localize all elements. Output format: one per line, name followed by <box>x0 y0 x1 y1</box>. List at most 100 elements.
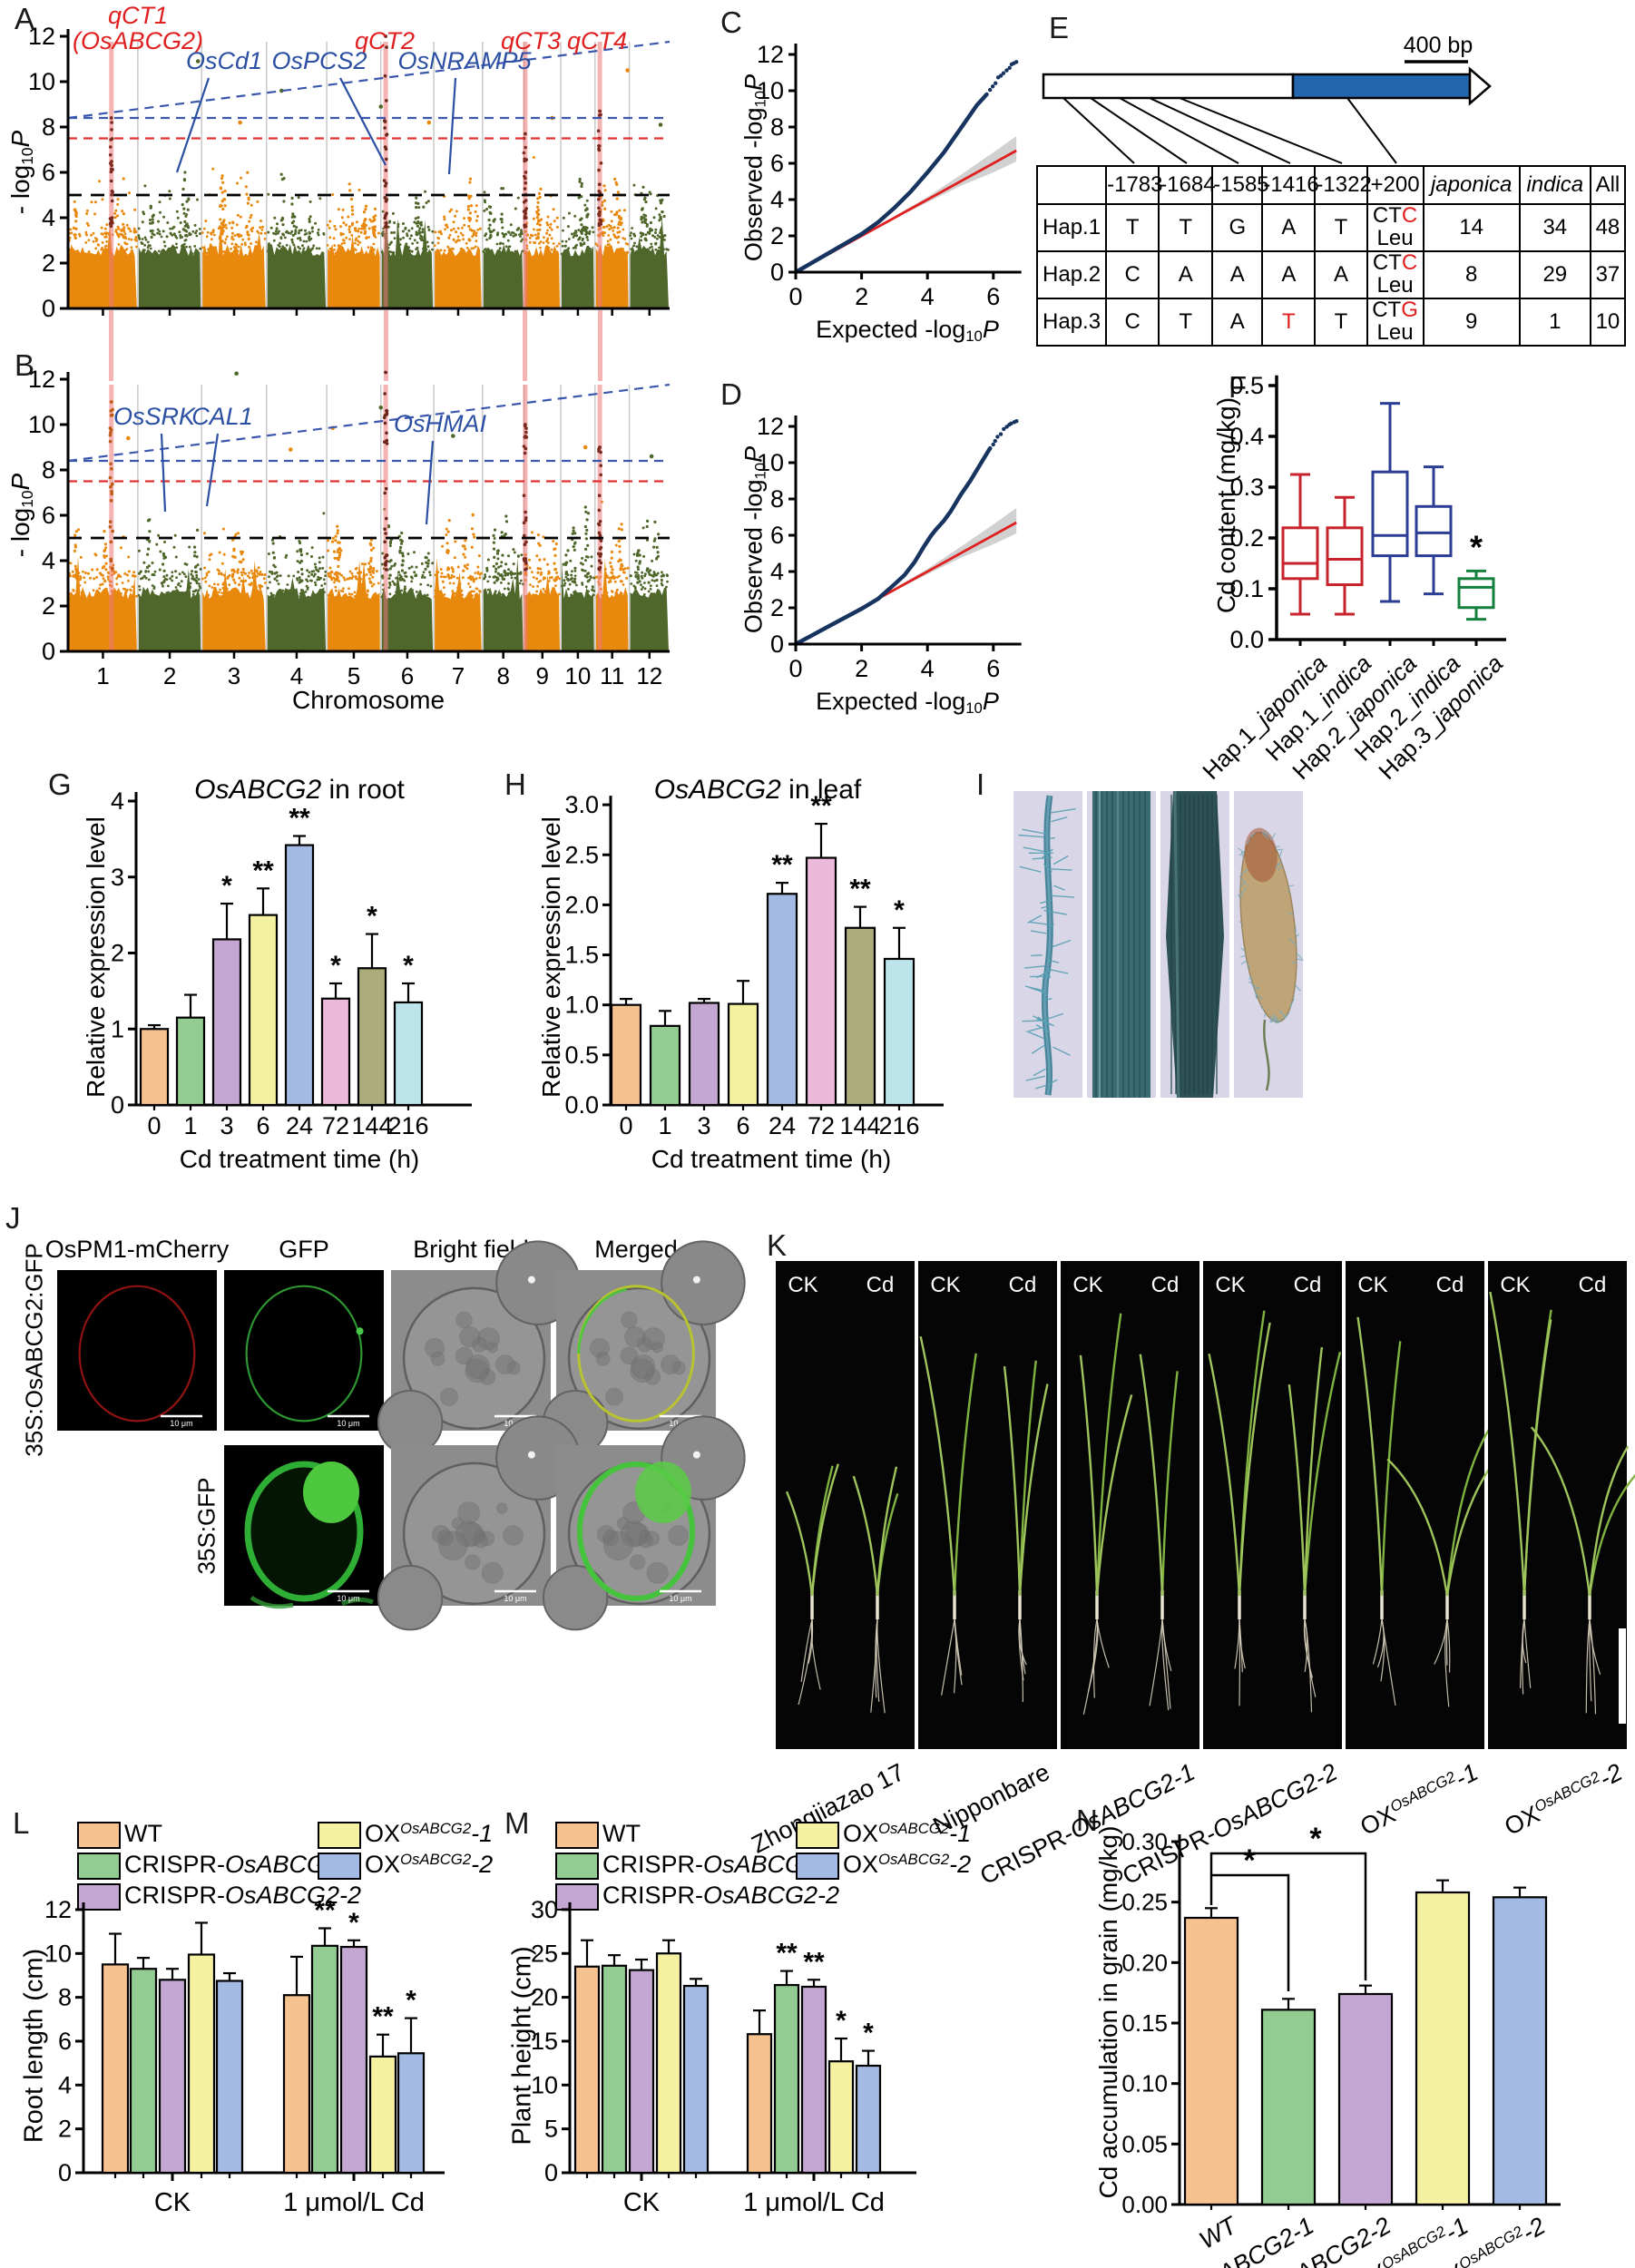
legend-swatch <box>77 1853 121 1880</box>
svg-text:*: * <box>894 895 905 925</box>
legend-label: CRISPR-OsABCG2-2 <box>602 1882 840 1909</box>
chart-g-title: OsABCG2 in root <box>194 775 405 805</box>
svg-text:24: 24 <box>286 1112 313 1139</box>
hap-snp-cell: A <box>1261 203 1317 252</box>
legend-label: OXOsABCG2-1 <box>843 1820 972 1848</box>
svg-text:24: 24 <box>769 1112 796 1139</box>
svg-text:CAL1: CAL1 <box>191 403 253 430</box>
svg-text:*: * <box>367 902 377 932</box>
hap-count-cell: 9 <box>1422 298 1521 347</box>
svg-text:10 μm: 10 μm <box>669 1594 691 1603</box>
micro-merged-2: 10 μm <box>542 1415 746 1631</box>
hap-count-cell: 34 <box>1518 203 1591 252</box>
svg-text:**: ** <box>776 1939 798 1969</box>
hap-snp-cell: A <box>1211 250 1264 299</box>
svg-text:3: 3 <box>111 864 124 891</box>
hap-table-header: indica <box>1518 165 1591 205</box>
chart-h-title: OsABCG2 in leaf <box>653 775 862 805</box>
svg-text:6: 6 <box>58 2028 72 2055</box>
svg-text:2.5: 2.5 <box>564 841 599 868</box>
hap-snp-cell: C <box>1105 298 1160 347</box>
svg-text:7: 7 <box>452 662 465 689</box>
svg-text:0: 0 <box>42 638 55 665</box>
ck-label: CK <box>1500 1273 1530 1297</box>
svg-text:3: 3 <box>220 1112 233 1139</box>
svg-text:11: 11 <box>600 662 624 689</box>
svg-text:5: 5 <box>544 2116 558 2143</box>
bar-chart-grain-cd: 0.00 0.05 0.10 0.15 0.20 0.25 0.30 * * <box>1121 1822 1561 2218</box>
svg-text:1: 1 <box>111 1015 124 1042</box>
svg-text:*: * <box>406 1986 416 2016</box>
svg-text:0.00: 0.00 <box>1121 2191 1168 2218</box>
svg-text:0: 0 <box>111 1091 124 1119</box>
svg-text:CK: CK <box>623 2188 661 2217</box>
k-scale-bar <box>1619 1628 1626 1724</box>
legend-label: WT <box>124 1820 162 1847</box>
scale-bar-label: 400 bp <box>1403 33 1473 58</box>
svg-text:0: 0 <box>770 259 784 286</box>
svg-text:10 μm: 10 μm <box>337 1419 359 1428</box>
svg-text:0.0: 0.0 <box>564 1091 599 1119</box>
svg-text:10: 10 <box>757 77 784 104</box>
svg-text:30: 30 <box>531 1896 558 1923</box>
hap-count-cell: 8 <box>1422 250 1521 299</box>
hap-snp-cell: T <box>1158 203 1214 252</box>
svg-text:216: 216 <box>878 1112 919 1139</box>
svg-text:2: 2 <box>163 662 176 689</box>
legend-swatch <box>555 1822 599 1849</box>
hap-snp-cell: T <box>1158 298 1214 347</box>
chart-h-xlabel: Cd treatment time (h) <box>651 1145 892 1173</box>
qtl-peak-dots <box>522 423 529 572</box>
svg-text:**: ** <box>314 1896 336 1926</box>
qtl-peak-dots <box>108 116 114 229</box>
hap-table-header: -1585 <box>1211 165 1269 205</box>
hap-row-name: Hap.2 <box>1035 250 1108 299</box>
panel-label-n: N <box>1076 1804 1098 1837</box>
svg-text:CK: CK <box>154 2188 191 2217</box>
ck-label: CK <box>788 1273 818 1297</box>
svg-text:1 μmol/L Cd: 1 μmol/L Cd <box>283 2188 425 2217</box>
svg-text:4: 4 <box>770 186 784 213</box>
manhattan-a-ylabel: - log10P <box>5 130 37 215</box>
ck-label: CK <box>1357 1273 1387 1297</box>
svg-text:2: 2 <box>855 283 868 310</box>
svg-text:8: 8 <box>770 485 784 513</box>
hap-count-cell: 48 <box>1589 203 1627 252</box>
svg-text:**: ** <box>289 804 310 834</box>
photo-seed-gus <box>1234 791 1304 1098</box>
j-row-label-osabcg2-gfp: 35S:OsABCG2:GFP <box>20 1243 48 1457</box>
cd-label: Cd <box>1009 1273 1037 1297</box>
svg-text:12: 12 <box>44 1896 72 1923</box>
hap-table-header: All <box>1589 165 1627 205</box>
svg-text:0: 0 <box>42 295 55 322</box>
svg-text:8: 8 <box>42 113 55 141</box>
svg-text:0.5: 0.5 <box>1229 372 1264 399</box>
qq-d-xlabel: Expected -log10P <box>816 688 999 718</box>
svg-text:10: 10 <box>531 2071 558 2098</box>
panel-label-f: F <box>1229 370 1248 404</box>
svg-text:12: 12 <box>28 23 55 50</box>
hap-snp-cell: A <box>1314 250 1368 299</box>
panel-label-d: D <box>720 377 742 411</box>
svg-text:4: 4 <box>58 2071 72 2098</box>
svg-text:0: 0 <box>147 1112 161 1139</box>
qtl-peak-dots <box>382 370 389 572</box>
manhattan-points <box>67 42 670 308</box>
hap-count-cell: 1 <box>1518 298 1591 347</box>
manhattan-points <box>68 371 669 651</box>
legend-label: CRISPR-OsABCG2-2 <box>124 1882 362 1909</box>
svg-text:3: 3 <box>697 1112 710 1139</box>
svg-text:6: 6 <box>986 283 1000 310</box>
panel-label-e: E <box>1049 11 1070 44</box>
svg-text:144: 144 <box>839 1112 880 1139</box>
svg-text:*: * <box>1470 528 1483 565</box>
svg-text:4: 4 <box>42 547 55 574</box>
hap-snp-cell: G <box>1211 203 1264 252</box>
seedling-photo-panel: CK Cd <box>1346 1261 1508 1749</box>
panel-label-a: A <box>15 2 35 35</box>
svg-text:*: * <box>863 2019 874 2048</box>
hap-table-header: -1416 <box>1261 165 1319 205</box>
chromosome-axis-title: Chromosome <box>291 686 445 714</box>
svg-text:0.25: 0.25 <box>1121 1889 1168 1916</box>
